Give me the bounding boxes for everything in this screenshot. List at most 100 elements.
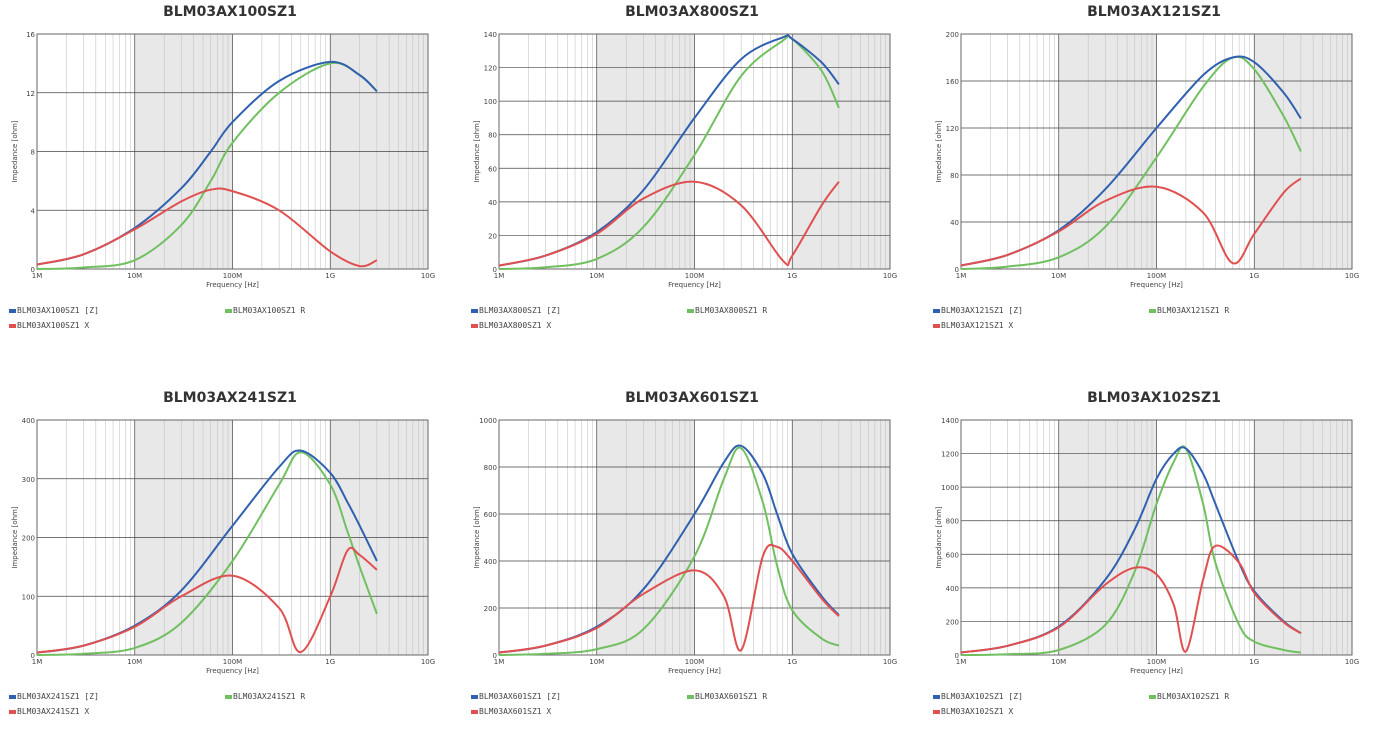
data-point: [596, 627, 598, 629]
data-point: [347, 531, 349, 533]
data-point: [1156, 503, 1158, 505]
data-point: [740, 445, 742, 447]
data-point: [1173, 453, 1175, 455]
data-point: [960, 265, 962, 267]
data-point: [498, 652, 500, 654]
data-point: [1300, 652, 1302, 654]
chart-panel: BLM03AX241SZ1 0 100 200 300 400 1M 10M 100M 1G 10G…: [0, 386, 460, 755]
chart-plot: 0 40 80 120 160 200 1M 10M 100M 1G 10G Frequency [H…: [935, 31, 1359, 289]
y-tick-label: 1200: [941, 451, 959, 459]
data-point: [300, 450, 302, 452]
data-point: [545, 653, 547, 655]
y-tick-label: 140: [484, 31, 497, 39]
y-tick-label: 1000: [479, 417, 497, 425]
x-tick-label: 10G: [421, 658, 435, 666]
legend-item-x: BLM03AX102SZ1 X: [933, 707, 1013, 716]
data-point: [83, 653, 85, 655]
legend-label: BLM03AX102SZ1 R: [1157, 692, 1230, 701]
x-tick-label: 10G: [421, 272, 435, 280]
x-tick-label: 1G: [1249, 272, 1259, 280]
data-point: [83, 645, 85, 647]
x-tick-label: 10M: [127, 272, 142, 280]
x-tick-label: 10G: [883, 272, 897, 280]
data-point: [740, 650, 742, 652]
data-point: [838, 645, 840, 647]
legend-item-z: BLM03AX100SZ1 [Z]: [9, 306, 99, 315]
y-tick-label: 0: [493, 652, 497, 660]
x-tick-label: 100M: [223, 658, 242, 666]
data-point: [643, 226, 645, 228]
data-point: [723, 462, 725, 464]
y-tick-label: 200: [22, 535, 35, 543]
legend-label: BLM03AX601SZ1 R: [695, 692, 768, 701]
series-line-r: [960, 55, 1302, 270]
shaded-decade: [792, 420, 890, 655]
y-tick-label: 800: [484, 464, 497, 472]
data-point: [83, 254, 85, 256]
series-line-x: [36, 546, 378, 654]
data-point: [723, 596, 725, 598]
data-point: [134, 259, 136, 261]
data-point: [359, 554, 361, 556]
data-point: [1300, 632, 1302, 634]
data-point: [694, 117, 696, 119]
data-point: [1202, 86, 1204, 88]
data-point: [1300, 151, 1302, 153]
data-point: [1156, 478, 1158, 480]
data-point: [359, 566, 361, 568]
data-point: [776, 565, 778, 567]
chart-panel: BLM03AX601SZ1 0 200 400 600 800 1000 1M 10M 100M 1…: [462, 386, 922, 755]
x-tick-label: 100M: [1147, 658, 1166, 666]
data-point: [1202, 212, 1204, 214]
y-tick-label: 60: [488, 165, 497, 173]
data-point: [1254, 233, 1256, 235]
shaded-decade: [1058, 34, 1157, 269]
chart-title: BLM03AX100SZ1: [163, 4, 297, 20]
data-point: [330, 484, 332, 486]
x-axis-label: Frequency [Hz]: [206, 281, 259, 289]
data-point: [347, 550, 349, 552]
data-point: [1254, 61, 1256, 63]
y-axis-label: Impedance [ohm]: [935, 120, 943, 182]
data-point: [498, 265, 500, 267]
legend-item-z: BLM03AX601SZ1 [Z]: [471, 692, 561, 701]
data-point: [359, 265, 361, 267]
legend-swatch: [687, 308, 694, 313]
legend-label: BLM03AX800SZ1 [Z]: [479, 306, 561, 315]
series-line-x: [498, 543, 840, 654]
data-point: [134, 626, 136, 628]
x-axis-label: Frequency [Hz]: [1130, 281, 1183, 289]
data-point: [1232, 262, 1234, 264]
series-line-r: [498, 34, 840, 270]
data-point: [960, 268, 962, 270]
legend-swatch: [471, 709, 478, 714]
y-axis-label: Impedance [ohm]: [935, 506, 943, 568]
y-tick-label: 120: [946, 125, 959, 133]
legend-item-x: BLM03AX121SZ1 X: [933, 321, 1013, 330]
legend-swatch: [225, 694, 232, 699]
chart-grid: BLM03AX100SZ1 0 4 8 12 16 1M 10M 100M 1G 10G Freque…: [9, 4, 1359, 716]
data-point: [1300, 118, 1302, 120]
data-point: [36, 654, 38, 656]
legend-item-r: BLM03AX121SZ1 R: [1149, 306, 1229, 315]
data-point: [376, 560, 378, 562]
data-point: [1007, 645, 1009, 647]
data-point: [821, 62, 823, 64]
data-point: [278, 484, 280, 486]
y-axis-label: Impedance [ohm]: [11, 120, 19, 182]
data-point: [1202, 74, 1204, 76]
data-point: [330, 596, 332, 598]
legend-item-x: BLM03AX800SZ1 X: [471, 321, 551, 330]
y-tick-label: 300: [22, 476, 35, 484]
data-point: [776, 513, 778, 515]
y-tick-label: 600: [484, 511, 497, 519]
data-point: [1007, 266, 1009, 268]
series-line-z: [498, 444, 840, 654]
y-tick-label: 0: [955, 266, 959, 274]
data-point: [545, 645, 547, 647]
legend-swatch: [9, 308, 16, 313]
legend-swatch: [225, 308, 232, 313]
x-tick-label: 1G: [787, 658, 797, 666]
data-point: [821, 598, 823, 600]
legend-item-x: BLM03AX601SZ1 X: [471, 707, 551, 716]
